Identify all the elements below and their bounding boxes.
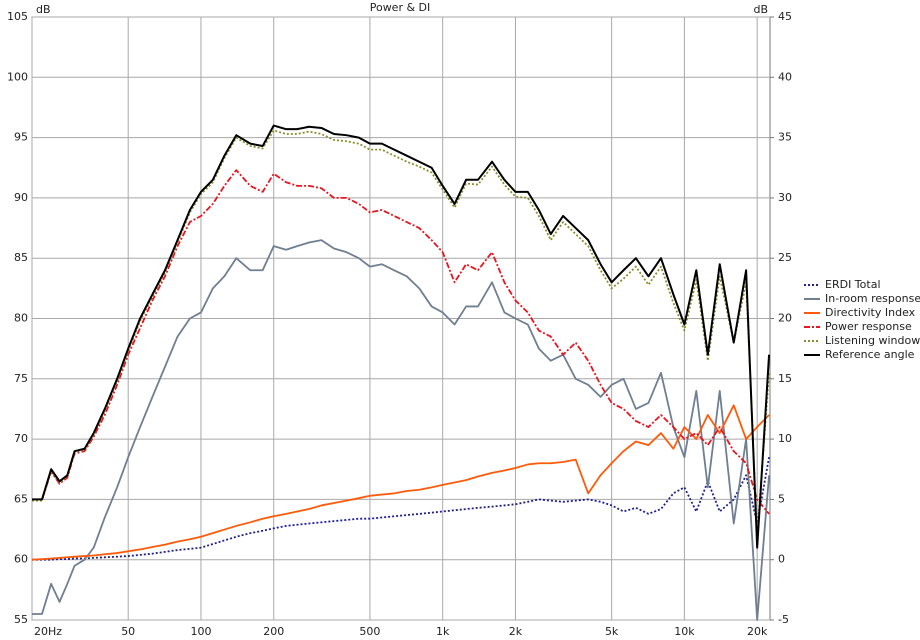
y-tick-label: 60: [14, 553, 28, 566]
y2-tick-label: 0: [778, 553, 785, 566]
series-line: [32, 129, 770, 537]
y2-tick-label: 10: [778, 432, 792, 445]
y2-tick-label: 25: [778, 251, 792, 264]
y-tick-label: 65: [14, 492, 28, 505]
series-line: [31, 404, 770, 561]
y2-tick-label: 45: [778, 10, 792, 23]
chart-title: Power & DI: [370, 1, 431, 14]
x-tick-label: 5k: [605, 625, 619, 638]
x-tick-label: 2k: [509, 625, 523, 638]
y2-tick-label: 30: [778, 191, 792, 204]
x-tick-label: 10k: [674, 625, 695, 638]
x-tick-label: 20Hz: [34, 625, 62, 638]
x-tick-label: 1k: [436, 625, 450, 638]
legend-label: ERDI Total: [825, 278, 881, 291]
y-tick-label: 70: [14, 432, 28, 445]
y2-tick-label: 15: [778, 372, 792, 385]
series-line: [32, 124, 771, 549]
legend-label: In-room response: [825, 292, 920, 305]
y-tick-label: 105: [7, 10, 28, 23]
y2-tick-label: 40: [778, 70, 792, 83]
y2-tick-label: -5: [778, 613, 789, 626]
series-line: [32, 169, 770, 515]
x-tick-label: 100: [190, 625, 211, 638]
y-axis-title: dB: [36, 3, 51, 16]
x-tick-label: 200: [263, 625, 284, 638]
legend-label: Listening window: [825, 334, 920, 347]
x-tick-label: 500: [359, 625, 380, 638]
y-tick-label: 85: [14, 251, 28, 264]
y-tick-label: 55: [14, 613, 28, 626]
y-tick-label: 95: [14, 131, 28, 144]
y2-tick-label: 20: [778, 312, 792, 325]
legend-label: Reference angle: [825, 348, 915, 361]
y-tick-label: 90: [14, 191, 28, 204]
x-tick-label: 20k: [747, 625, 768, 638]
y2-tick-label: 5: [778, 492, 785, 505]
legend-label: Directivity Index: [825, 306, 916, 319]
series-line: [32, 239, 770, 621]
y2-axis-title: dB: [753, 3, 768, 16]
y-tick-label: 75: [14, 372, 28, 385]
y-tick-label: 100: [7, 70, 28, 83]
y-tick-label: 80: [14, 312, 28, 325]
y2-tick-label: 35: [778, 131, 792, 144]
x-tick-label: 50: [121, 625, 135, 638]
legend-label: Power response: [825, 320, 912, 333]
